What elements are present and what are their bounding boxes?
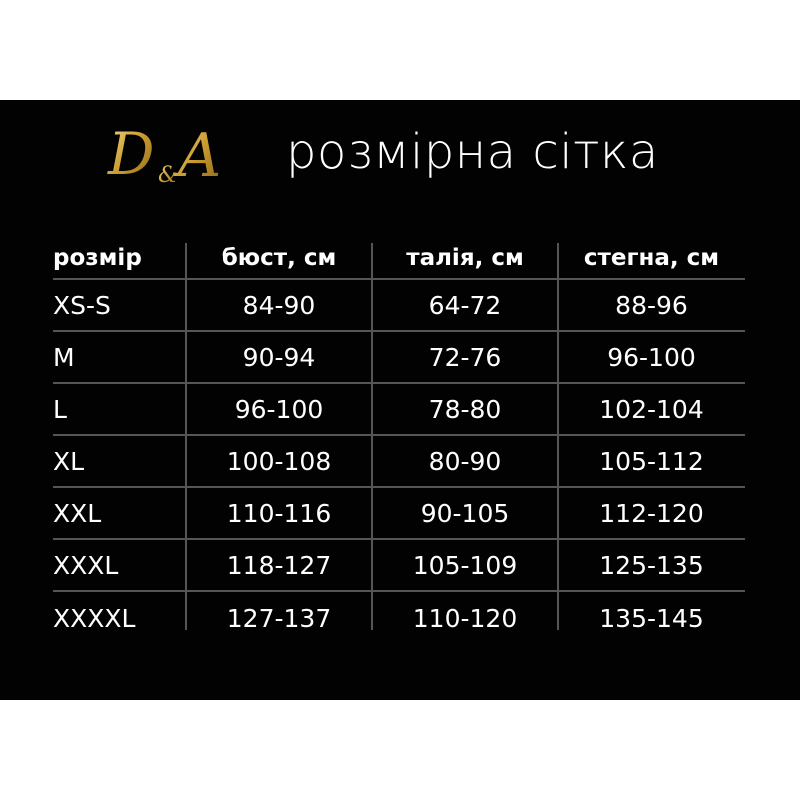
cell-size: M bbox=[53, 342, 75, 372]
table-row: XXL 110-116 90-105 112-120 bbox=[53, 488, 745, 540]
header-hips: стегна, см bbox=[583, 245, 720, 271]
table-header-row: розмір бюст, см талія, см стегна, см bbox=[53, 238, 745, 280]
cell-size: XXL bbox=[53, 498, 102, 528]
cell-hips: 102-104 bbox=[599, 394, 704, 424]
svg-text:&: & bbox=[158, 163, 178, 188]
table-row: L 96-100 78-80 102-104 bbox=[53, 384, 745, 436]
cell-hips: 105-112 bbox=[599, 446, 704, 476]
cell-bust: 100-108 bbox=[226, 446, 332, 476]
svg-text:A: A bbox=[173, 121, 221, 191]
cell-bust: 127-137 bbox=[226, 603, 332, 633]
cell-size: XXXXL bbox=[53, 603, 136, 633]
table-row: M 90-94 72-76 96-100 bbox=[53, 332, 745, 384]
column-divider bbox=[371, 243, 373, 630]
cell-bust: 90-94 bbox=[242, 342, 316, 372]
header-bust: бюст, см bbox=[221, 245, 337, 271]
chart-background bbox=[0, 100, 800, 700]
cell-size: XXXL bbox=[53, 550, 119, 580]
cell-bust: 110-116 bbox=[226, 498, 332, 528]
cell-bust: 84-90 bbox=[242, 290, 316, 320]
cell-size: XL bbox=[53, 446, 85, 476]
cell-waist: 64-72 bbox=[428, 290, 502, 320]
table-row: XXXXL 127-137 110-120 135-145 bbox=[53, 592, 745, 644]
page-title: розмірна сітка bbox=[286, 124, 659, 180]
cell-waist: 72-76 bbox=[428, 342, 502, 372]
table-row: XXXL 118-127 105-109 125-135 bbox=[53, 540, 745, 592]
cell-bust: 96-100 bbox=[234, 394, 324, 424]
cell-waist: 105-109 bbox=[412, 550, 518, 580]
table-row: XL 100-108 80-90 105-112 bbox=[53, 436, 745, 488]
size-table: розмір бюст, см талія, см стегна, см XS-… bbox=[53, 238, 745, 644]
cell-hips: 135-145 bbox=[599, 603, 704, 633]
cell-hips: 88-96 bbox=[615, 290, 688, 320]
column-divider bbox=[557, 243, 559, 630]
svg-text:D: D bbox=[107, 120, 155, 188]
cell-hips: 96-100 bbox=[607, 342, 696, 372]
brand-logo: D & A bbox=[107, 120, 221, 191]
header-size: розмір bbox=[53, 245, 142, 271]
cell-hips: 125-135 bbox=[599, 550, 704, 580]
cell-size: XS-S bbox=[53, 290, 111, 320]
cell-waist: 110-120 bbox=[412, 603, 518, 633]
cell-size: L bbox=[53, 394, 67, 424]
cell-waist: 78-80 bbox=[428, 394, 502, 424]
cell-waist: 90-105 bbox=[420, 498, 510, 528]
column-divider bbox=[185, 243, 187, 630]
header-waist: талія, см bbox=[406, 245, 524, 271]
table-row: XS-S 84-90 64-72 88-96 bbox=[53, 280, 745, 332]
cell-bust: 118-127 bbox=[226, 550, 332, 580]
cell-waist: 80-90 bbox=[428, 446, 502, 476]
cell-hips: 112-120 bbox=[599, 498, 704, 528]
